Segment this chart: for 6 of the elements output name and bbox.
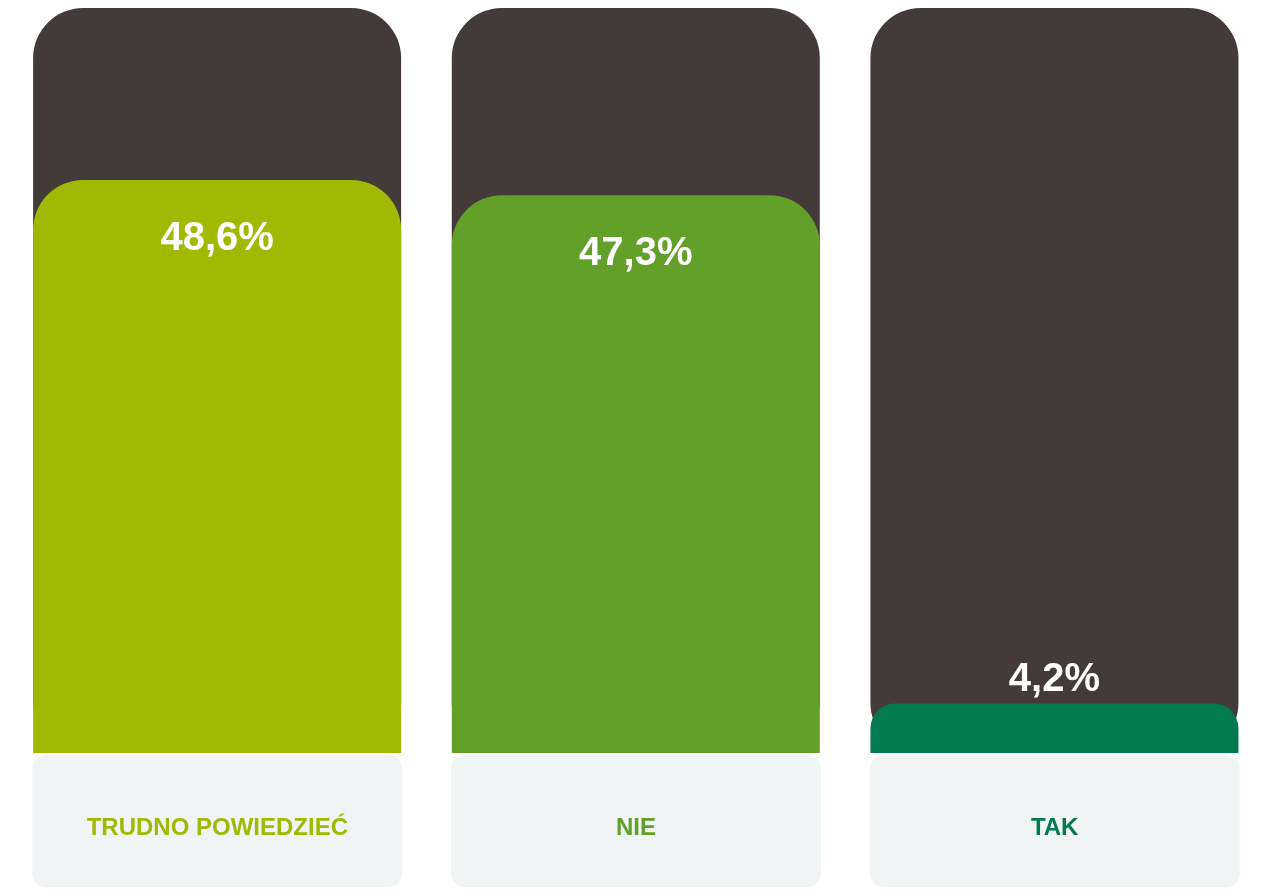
- x-tick-label: NIE: [615, 813, 657, 840]
- data-label: 48,6%: [160, 213, 274, 258]
- data-label: 4,2%: [1008, 655, 1101, 700]
- x-tick-label: TRUDNO POWIEDZIEĆ: [86, 813, 348, 840]
- x-tick-label: TAK: [1030, 813, 1080, 840]
- data-label: 47,3%: [579, 229, 693, 274]
